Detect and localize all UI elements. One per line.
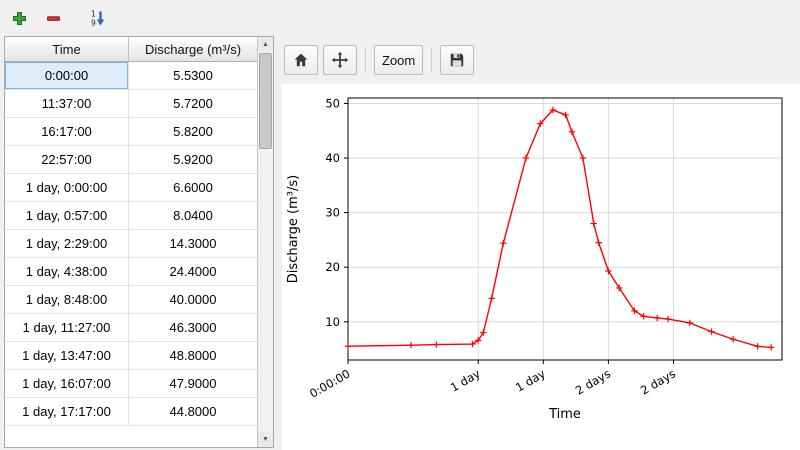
table-row[interactable]: 1 day, 16:07:00 47.9000 bbox=[5, 370, 273, 398]
time-cell[interactable]: 1 day, 0:57:00 bbox=[5, 202, 129, 230]
column-header-discharge[interactable]: Discharge (m³/s) bbox=[129, 37, 258, 61]
save-button[interactable] bbox=[440, 45, 475, 75]
discharge-cell[interactable]: 24.4000 bbox=[129, 258, 258, 286]
table-row[interactable]: 1 day, 2:29:00 14.3000 bbox=[5, 230, 273, 258]
remove-row-button[interactable] bbox=[40, 5, 66, 31]
time-cell[interactable]: 0:00:00 bbox=[5, 62, 129, 90]
time-cell[interactable]: 1 day, 17:17:00 bbox=[5, 398, 129, 426]
discharge-cell[interactable]: 47.9000 bbox=[129, 370, 258, 398]
toolbar-separator bbox=[431, 47, 433, 73]
time-cell[interactable]: 16:17:00 bbox=[5, 118, 129, 146]
svg-text:10: 10 bbox=[325, 315, 340, 329]
time-cell[interactable]: 1 day, 8:48:00 bbox=[5, 286, 129, 314]
zoom-button[interactable]: Zoom bbox=[374, 45, 424, 75]
home-button[interactable] bbox=[284, 45, 318, 75]
sort-rows-button[interactable]: 1 9 bbox=[84, 5, 110, 31]
chart-canvas[interactable]: 0:00:00 1 day 1 day 2 days 2 days 10 20 30 40 50 T… bbox=[282, 84, 800, 450]
main-area: Time Discharge (m³/s) 0:00:00 5.5300 11:37… bbox=[0, 36, 800, 450]
discharge-cell[interactable]: 8.0400 bbox=[129, 202, 258, 230]
table-row[interactable]: 1 day, 11:27:00 46.3000 bbox=[5, 314, 273, 342]
chart-panel: Zoom 0:00:00 1 day 1 day 2 days 2 days 10 20 30… bbox=[274, 36, 800, 450]
svg-text:2 days: 2 days bbox=[638, 366, 678, 397]
table-row[interactable]: 1 day, 0:57:00 8.0400 bbox=[5, 202, 273, 230]
chart-toolbar: Zoom bbox=[282, 36, 800, 84]
table-header: Time Discharge (m³/s) bbox=[5, 37, 273, 62]
discharge-cell[interactable]: 6.6000 bbox=[129, 174, 258, 202]
discharge-cell[interactable]: 14.3000 bbox=[129, 230, 258, 258]
svg-text:40: 40 bbox=[325, 151, 340, 165]
svg-text:1: 1 bbox=[91, 10, 96, 19]
pan-button[interactable] bbox=[323, 45, 357, 75]
discharge-cell[interactable]: 5.9200 bbox=[129, 146, 258, 174]
svg-text:30: 30 bbox=[325, 206, 340, 220]
time-cell[interactable]: 1 day, 4:38:00 bbox=[5, 258, 129, 286]
discharge-hydrograph-chart[interactable]: 0:00:00 1 day 1 day 2 days 2 days 10 20 30 40 50 T… bbox=[282, 84, 800, 450]
save-icon bbox=[451, 53, 464, 67]
table-row[interactable]: 11:37:00 5.7200 bbox=[5, 90, 273, 118]
time-cell[interactable]: 1 day, 2:29:00 bbox=[5, 230, 129, 258]
plus-icon bbox=[12, 11, 26, 25]
discharge-cell[interactable]: 48.8000 bbox=[129, 342, 258, 370]
svg-text:1 day: 1 day bbox=[513, 366, 548, 394]
table-row[interactable]: 1 day, 13:47:00 48.8000 bbox=[5, 342, 273, 370]
discharge-cell[interactable]: 5.5300 bbox=[129, 62, 258, 90]
timeseries-table: Time Discharge (m³/s) 0:00:00 5.5300 11:37… bbox=[4, 36, 274, 448]
table-row[interactable]: 1 day, 4:38:00 24.4000 bbox=[5, 258, 273, 286]
time-cell[interactable]: 1 day, 11:27:00 bbox=[5, 314, 129, 342]
svg-text:50: 50 bbox=[325, 96, 340, 110]
discharge-cell[interactable]: 46.3000 bbox=[129, 314, 258, 342]
minus-icon bbox=[46, 15, 60, 21]
scroll-up-button[interactable]: ▲ bbox=[258, 37, 273, 52]
svg-text:1 day: 1 day bbox=[448, 366, 483, 394]
column-header-time[interactable]: Time bbox=[5, 37, 129, 61]
scrollbar-thumb[interactable] bbox=[259, 53, 272, 149]
pan-icon bbox=[331, 51, 349, 69]
table-row[interactable]: 0:00:00 5.5300 bbox=[5, 62, 273, 90]
sort-descending-icon: 1 9 bbox=[91, 10, 105, 28]
zoom-button-label: Zoom bbox=[382, 52, 416, 68]
discharge-cell[interactable]: 5.7200 bbox=[129, 90, 258, 118]
svg-text:Discharge (m³/s): Discharge (m³/s) bbox=[286, 175, 301, 283]
time-cell[interactable]: 11:37:00 bbox=[5, 90, 129, 118]
discharge-cell[interactable]: 44.8000 bbox=[129, 398, 258, 426]
table-row[interactable]: 1 day, 17:17:00 44.8000 bbox=[5, 398, 273, 426]
table-row[interactable]: 1 day, 0:00:00 6.6000 bbox=[5, 174, 273, 202]
table-body: 0:00:00 5.5300 11:37:00 5.7200 16:17:00 5.820… bbox=[5, 62, 273, 426]
svg-text:Time: Time bbox=[548, 407, 581, 422]
svg-text:0:00:00: 0:00:00 bbox=[307, 366, 352, 400]
table-row[interactable]: 16:17:00 5.8200 bbox=[5, 118, 273, 146]
table-row[interactable]: 1 day, 8:48:00 40.0000 bbox=[5, 286, 273, 314]
scroll-down-button[interactable]: ▼ bbox=[258, 432, 273, 447]
add-row-button[interactable] bbox=[6, 5, 32, 31]
time-cell[interactable]: 22:57:00 bbox=[5, 146, 129, 174]
discharge-cell[interactable]: 5.8200 bbox=[129, 118, 258, 146]
discharge-cell[interactable]: 40.0000 bbox=[129, 286, 258, 314]
svg-text:20: 20 bbox=[325, 260, 340, 274]
time-cell[interactable]: 1 day, 13:47:00 bbox=[5, 342, 129, 370]
home-icon bbox=[294, 53, 308, 67]
toolbar-separator bbox=[365, 47, 366, 73]
svg-text:2 days: 2 days bbox=[573, 366, 613, 397]
table-scrollbar[interactable]: ▲ ▼ bbox=[257, 37, 273, 447]
main-toolbar: 1 9 bbox=[0, 0, 800, 36]
time-cell[interactable]: 1 day, 16:07:00 bbox=[5, 370, 129, 398]
table-row[interactable]: 22:57:00 5.9200 bbox=[5, 146, 273, 174]
time-cell[interactable]: 1 day, 0:00:00 bbox=[5, 174, 129, 202]
svg-text:9: 9 bbox=[91, 19, 96, 28]
